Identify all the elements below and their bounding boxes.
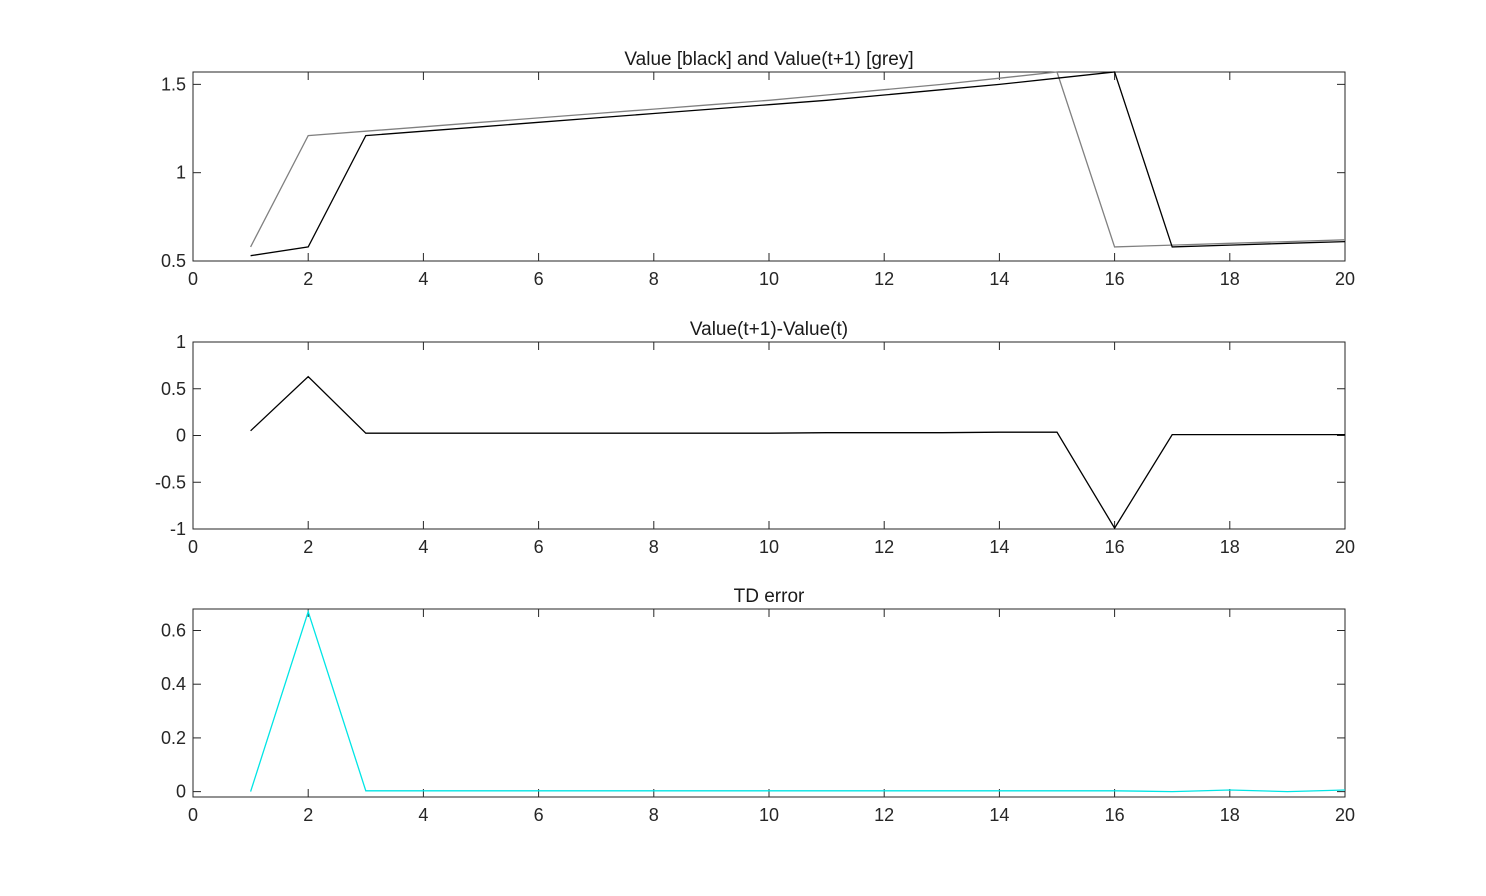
- y-tick-label: 0.4: [161, 674, 186, 694]
- x-tick-label: 12: [874, 269, 894, 289]
- x-tick-label: 12: [874, 805, 894, 825]
- x-tick-label: 10: [759, 537, 779, 557]
- y-tick-label: 0.5: [161, 379, 186, 399]
- x-tick-label: 4: [418, 537, 428, 557]
- x-tick-label: 16: [1105, 269, 1125, 289]
- y-tick-label: -1: [170, 519, 186, 539]
- y-tick-label: -0.5: [155, 472, 186, 492]
- subplot-title-value-difference: Value(t+1)-Value(t): [690, 319, 848, 340]
- series-line-value-0: [250, 71, 1346, 257]
- x-tick-label: 20: [1335, 537, 1355, 557]
- x-tick-label: 0: [188, 269, 198, 289]
- subplot-td-error: 0 2 4 6 8 10 12 14 16 18 20 0 0.2 0.4 0.6 TD error: [161, 586, 1355, 825]
- subplot-title-td-error: TD error: [734, 586, 805, 607]
- x-tick-label: 4: [418, 805, 428, 825]
- x-tick-label: 6: [534, 269, 544, 289]
- x-tick-label: 20: [1335, 269, 1355, 289]
- x-tick-label: 2: [303, 537, 313, 557]
- x-tick-label: 14: [989, 537, 1009, 557]
- x-tick-label: 16: [1105, 805, 1125, 825]
- x-tick-label: 8: [649, 269, 659, 289]
- x-tick-label: 4: [418, 269, 428, 289]
- x-tick-label: 0: [188, 537, 198, 557]
- x-tick-label: 18: [1220, 805, 1240, 825]
- x-tick-label: 8: [649, 805, 659, 825]
- x-tick-label: 20: [1335, 805, 1355, 825]
- axes-box-td-error: [192, 608, 1346, 798]
- y-tick-label: 0: [176, 782, 186, 802]
- x-tick-label: 14: [989, 269, 1009, 289]
- y-tick-label: 0.6: [161, 620, 186, 640]
- y-tick-label: 1: [176, 163, 186, 183]
- x-tick-label: 6: [534, 805, 544, 825]
- series-line-value-1: [250, 71, 1346, 248]
- axes-box-value: [192, 71, 1346, 262]
- subplot-value-difference: 0 2 4 6 8 10 12 14 16 18 20 -1 -0.5 0 0.5 1 Value(t+1)-V…: [155, 319, 1355, 557]
- x-tick-label: 10: [759, 269, 779, 289]
- subplot-value: 0 2 4 6 8 10 12 14 16 18 20 0.5 1 1.5 Value [black] an…: [161, 49, 1355, 289]
- series-line-td-error-0: [249, 609, 1346, 793]
- subplot-title-value: Value [black] and Value(t+1) [grey]: [624, 49, 913, 70]
- y-tick-label: 0.2: [161, 728, 186, 748]
- x-tick-label: 14: [989, 805, 1009, 825]
- x-tick-label: 8: [649, 537, 659, 557]
- x-tick-label: 18: [1220, 537, 1240, 557]
- x-tick-label: 10: [759, 805, 779, 825]
- y-tick-label: 1.5: [161, 74, 186, 94]
- y-tick-label: 0: [176, 426, 186, 446]
- x-tick-label: 12: [874, 537, 894, 557]
- x-tick-label: 2: [303, 269, 313, 289]
- x-tick-label: 2: [303, 805, 313, 825]
- x-tick-label: 0: [188, 805, 198, 825]
- x-tick-label: 6: [534, 537, 544, 557]
- x-tick-label: 16: [1105, 537, 1125, 557]
- x-tick-label: 18: [1220, 269, 1240, 289]
- y-tick-label: 1: [176, 332, 186, 352]
- y-tick-label: 0.5: [161, 251, 186, 271]
- series-line-value-difference-0: [250, 375, 1345, 530]
